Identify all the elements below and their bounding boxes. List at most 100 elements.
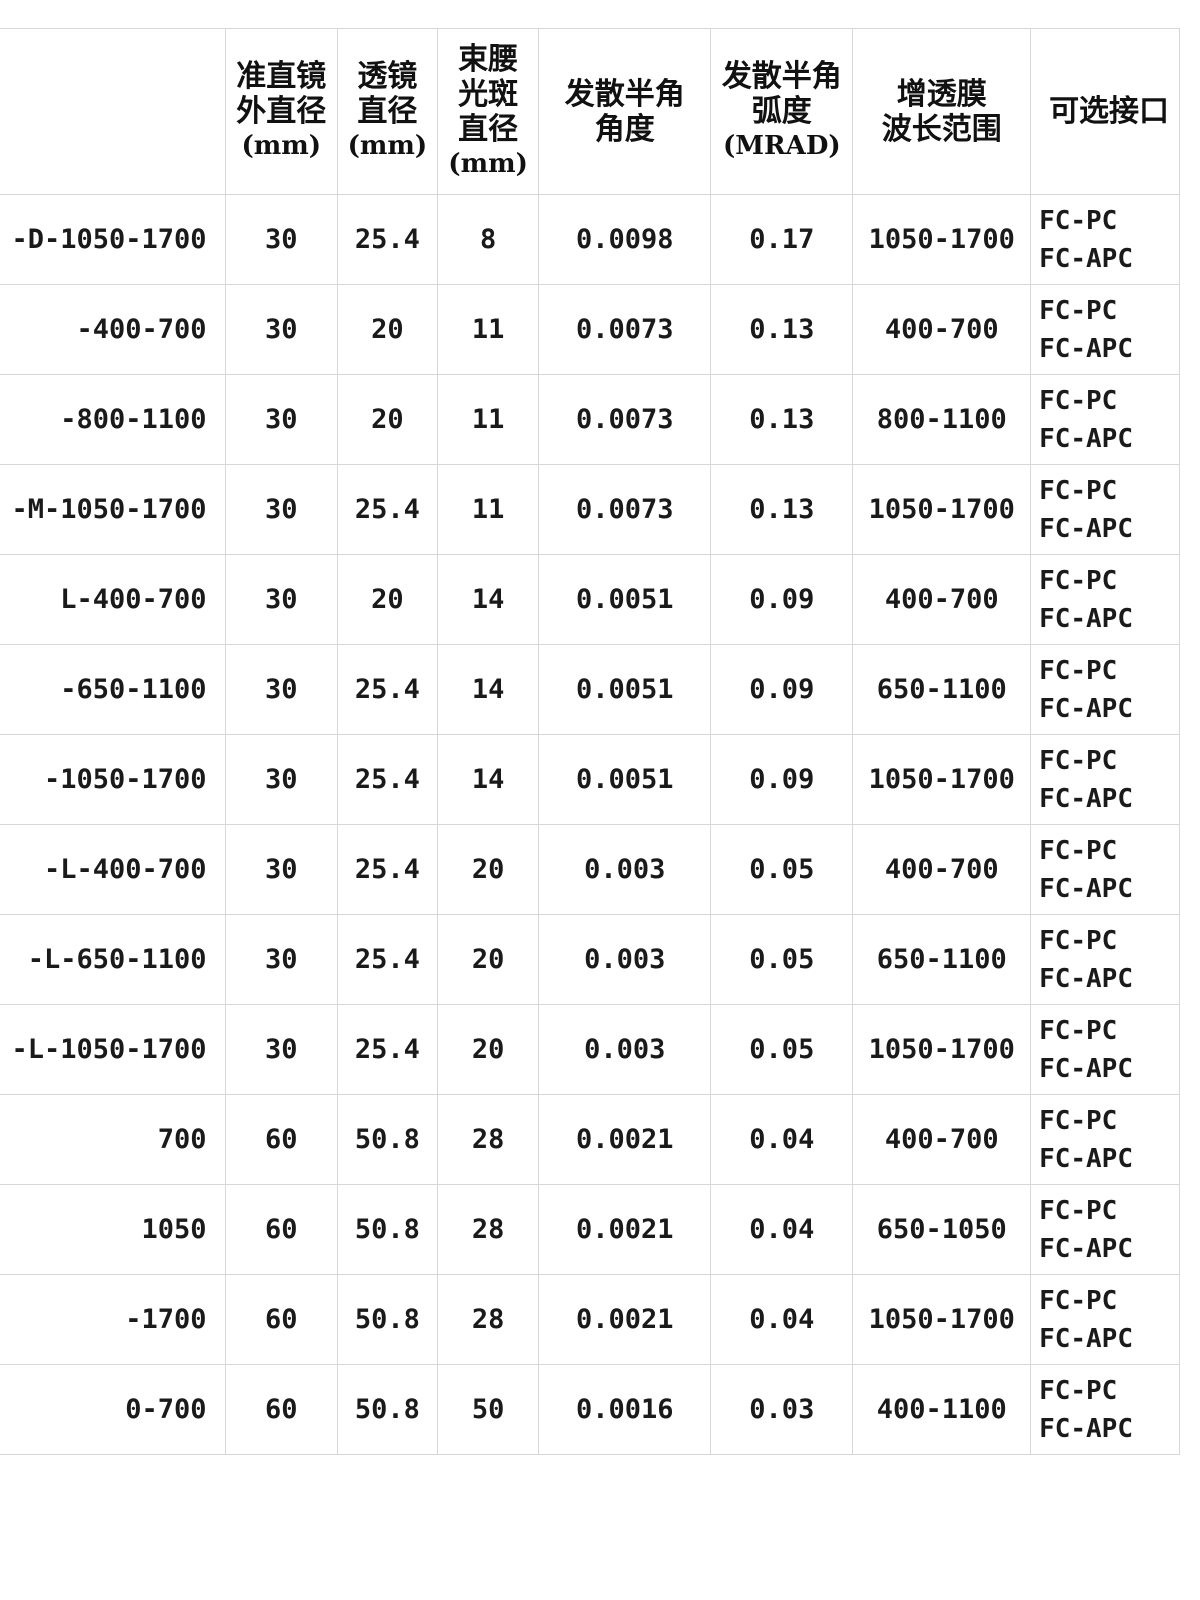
connector-option: FC-PC bbox=[1039, 295, 1118, 326]
connector-option: FC-APC bbox=[1039, 963, 1133, 994]
table-row: -400-700 30 20 11 0.0073 0.13 400-700 FC-PC FC-A… bbox=[0, 284, 1180, 375]
connector-option: FC-PC bbox=[1039, 565, 1118, 596]
lens-diameter-cell: 50.8 bbox=[336, 1184, 438, 1275]
half-angle-mrad-cell: 0.05 bbox=[710, 824, 854, 915]
connector-option: FC-APC bbox=[1039, 423, 1133, 454]
table-row: -L-400-700 30 25.4 20 0.003 0.05 400-700 FC-PC F… bbox=[0, 824, 1180, 915]
connector-cell: FC-PC FC-APC bbox=[1030, 284, 1180, 375]
table-row: -1050-1700 30 25.4 14 0.0051 0.09 1050-1700 FC-… bbox=[0, 734, 1180, 825]
half-angle-degree-cell: 0.0051 bbox=[538, 644, 712, 735]
table-row: -800-1100 30 20 11 0.0073 0.13 800-1100 FC-PC FC… bbox=[0, 374, 1180, 465]
model-cell: -D-1050-1700 bbox=[0, 194, 226, 285]
connector-cell: FC-PC FC-APC bbox=[1030, 194, 1180, 285]
half-angle-mrad-cell: 0.13 bbox=[710, 374, 854, 465]
half-angle-degree-cell: 0.0073 bbox=[538, 464, 712, 555]
connector-cell: FC-PC FC-APC bbox=[1030, 824, 1180, 915]
header-model bbox=[0, 28, 226, 195]
header-outer-diameter: 准直镜 外直径 (mm) bbox=[224, 28, 338, 195]
lens-diameter-cell: 25.4 bbox=[336, 194, 438, 285]
half-angle-mrad-cell: 0.03 bbox=[710, 1364, 854, 1455]
lens-diameter-cell: 20 bbox=[336, 284, 438, 375]
ar-range-cell: 650-1050 bbox=[852, 1184, 1032, 1275]
half-angle-degree-cell: 0.003 bbox=[538, 914, 712, 1005]
outer-diameter-cell: 30 bbox=[224, 194, 338, 285]
half-angle-mrad-cell: 0.04 bbox=[710, 1184, 854, 1275]
outer-diameter-cell: 30 bbox=[224, 554, 338, 645]
lens-diameter-cell: 20 bbox=[336, 374, 438, 465]
connector-option: FC-APC bbox=[1039, 1053, 1133, 1084]
lens-diameter-cell: 25.4 bbox=[336, 464, 438, 555]
ar-range-cell: 1050-1700 bbox=[852, 464, 1032, 555]
connector-cell: FC-PC FC-APC bbox=[1030, 374, 1180, 465]
lens-diameter-cell: 50.8 bbox=[336, 1094, 438, 1185]
connector-option: FC-PC bbox=[1039, 1375, 1118, 1406]
half-angle-mrad-cell: 0.04 bbox=[710, 1094, 854, 1185]
connector-option: FC-PC bbox=[1039, 1015, 1118, 1046]
lens-diameter-cell: 25.4 bbox=[336, 644, 438, 735]
model-cell: -1050-1700 bbox=[0, 734, 226, 825]
ar-range-cell: 650-1100 bbox=[852, 914, 1032, 1005]
connector-cell: FC-PC FC-APC bbox=[1030, 644, 1180, 735]
half-angle-degree-cell: 0.0098 bbox=[538, 194, 712, 285]
half-angle-degree-cell: 0.0073 bbox=[538, 374, 712, 465]
half-angle-mrad-cell: 0.17 bbox=[710, 194, 854, 285]
connector-option: FC-APC bbox=[1039, 873, 1133, 904]
ar-range-cell: 1050-1700 bbox=[852, 1274, 1032, 1365]
connector-option: FC-PC bbox=[1039, 1195, 1118, 1226]
connector-option: FC-APC bbox=[1039, 783, 1133, 814]
model-cell: -L-1050-1700 bbox=[0, 1004, 226, 1095]
waist-diameter-cell: 8 bbox=[436, 194, 540, 285]
half-angle-degree-cell: 0.0073 bbox=[538, 284, 712, 375]
half-angle-degree-cell: 0.0016 bbox=[538, 1364, 712, 1455]
table-row: -M-1050-1700 30 25.4 11 0.0073 0.13 1050-1700 F… bbox=[0, 464, 1180, 555]
waist-diameter-cell: 28 bbox=[436, 1184, 540, 1275]
table-row: 700 60 50.8 28 0.0021 0.04 400-700 FC-PC FC-APC bbox=[0, 1094, 1180, 1185]
waist-diameter-cell: 14 bbox=[436, 644, 540, 735]
outer-diameter-cell: 30 bbox=[224, 734, 338, 825]
collimator-spec-table: 准直镜 外直径 (mm) 透镜 直径 (mm) 束腰 光斑 直径 (mm) 发散… bbox=[0, 28, 1180, 1455]
half-angle-degree-cell: 0.0051 bbox=[538, 554, 712, 645]
half-angle-mrad-cell: 0.13 bbox=[710, 284, 854, 375]
half-angle-degree-cell: 0.0021 bbox=[538, 1184, 712, 1275]
header-ar-coating-range: 增透膜 波长范围 bbox=[852, 28, 1032, 195]
table-row: -L-1050-1700 30 25.4 20 0.003 0.05 1050-1700 FC… bbox=[0, 1004, 1180, 1095]
waist-diameter-cell: 28 bbox=[436, 1094, 540, 1185]
model-cell: 700 bbox=[0, 1094, 226, 1185]
half-angle-mrad-cell: 0.05 bbox=[710, 1004, 854, 1095]
half-angle-degree-cell: 0.0021 bbox=[538, 1094, 712, 1185]
half-angle-mrad-cell: 0.05 bbox=[710, 914, 854, 1005]
model-cell: L-400-700 bbox=[0, 554, 226, 645]
waist-diameter-cell: 28 bbox=[436, 1274, 540, 1365]
table-row: -1700 60 50.8 28 0.0021 0.04 1050-1700 FC-PC FC-… bbox=[0, 1274, 1180, 1365]
header-half-angle-degree: 发散半角 角度 bbox=[538, 28, 712, 195]
waist-diameter-cell: 11 bbox=[436, 464, 540, 555]
outer-diameter-cell: 30 bbox=[224, 1004, 338, 1095]
table-row: -L-650-1100 30 25.4 20 0.003 0.05 650-1100 FC-P… bbox=[0, 914, 1180, 1005]
connector-option: FC-APC bbox=[1039, 1143, 1133, 1174]
outer-diameter-cell: 30 bbox=[224, 464, 338, 555]
lens-diameter-cell: 25.4 bbox=[336, 824, 438, 915]
lens-diameter-cell: 25.4 bbox=[336, 1004, 438, 1095]
model-cell: -800-1100 bbox=[0, 374, 226, 465]
ar-range-cell: 400-700 bbox=[852, 824, 1032, 915]
connector-option: FC-APC bbox=[1039, 693, 1133, 724]
lens-diameter-cell: 20 bbox=[336, 554, 438, 645]
ar-range-cell: 800-1100 bbox=[852, 374, 1032, 465]
waist-diameter-cell: 20 bbox=[436, 914, 540, 1005]
ar-range-cell: 400-1100 bbox=[852, 1364, 1032, 1455]
waist-diameter-cell: 50 bbox=[436, 1364, 540, 1455]
waist-diameter-cell: 11 bbox=[436, 374, 540, 465]
lens-diameter-cell: 50.8 bbox=[336, 1274, 438, 1365]
connector-cell: FC-PC FC-APC bbox=[1030, 464, 1180, 555]
outer-diameter-cell: 60 bbox=[224, 1274, 338, 1365]
page-bottom-margin bbox=[0, 1494, 1200, 1600]
waist-diameter-cell: 14 bbox=[436, 554, 540, 645]
connector-cell: FC-PC FC-APC bbox=[1030, 1094, 1180, 1185]
ar-range-cell: 400-700 bbox=[852, 554, 1032, 645]
half-angle-mrad-cell: 0.09 bbox=[710, 644, 854, 735]
half-angle-degree-cell: 0.003 bbox=[538, 824, 712, 915]
connector-option: FC-APC bbox=[1039, 333, 1133, 364]
table-row: -D-1050-1700 30 25.4 8 0.0098 0.17 1050-1700 FC… bbox=[0, 194, 1180, 285]
outer-diameter-cell: 60 bbox=[224, 1364, 338, 1455]
header-connector: 可选接口 bbox=[1030, 28, 1180, 195]
